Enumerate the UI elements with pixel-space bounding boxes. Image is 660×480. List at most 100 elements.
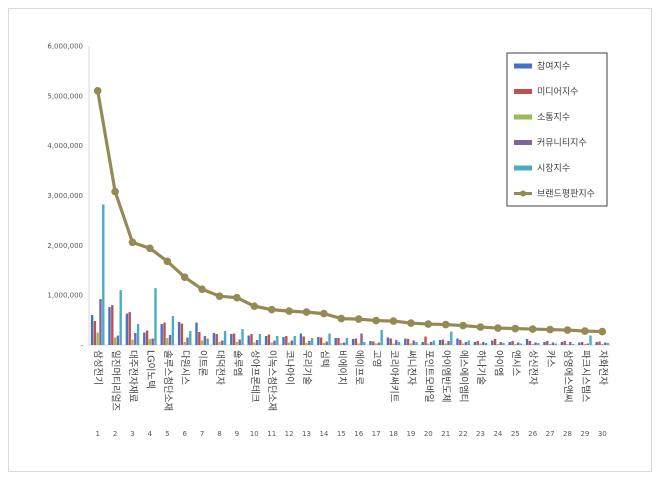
x-category-label: 코리아써키트 <box>388 350 399 403</box>
bar-참여지수 <box>160 324 163 345</box>
bar-시장지수 <box>276 336 279 345</box>
bar-참여지수 <box>543 342 546 345</box>
x-category-label: 에이프로 <box>353 350 364 385</box>
bar-커뮤니티지수 <box>308 341 311 345</box>
bar-참여지수 <box>404 338 407 345</box>
bar-미디어지수 <box>372 341 375 345</box>
x-category-label: 대덕전자 <box>214 350 225 385</box>
bar-미디어지수 <box>598 341 601 345</box>
bar-미디어지수 <box>163 322 166 345</box>
bar-소통지수 <box>409 343 413 345</box>
bar-커뮤니티지수 <box>99 299 102 345</box>
bar-미디어지수 <box>354 338 358 345</box>
x-category-label: 솔루엠 <box>231 350 243 376</box>
bar-커뮤니티지수 <box>325 341 328 345</box>
bar-미디어지수 <box>337 338 340 345</box>
x-axis-category-labels: 삼성전기 일진머티리얼즈 대주전자재료 LG이노텍 솔루스첨단소재 다원시스 이트론 대덕전자… <box>92 350 608 411</box>
x-category-label: 써니전자 <box>405 350 416 385</box>
bar-미디어지수 <box>389 338 392 345</box>
bar-커뮤니티지수 <box>534 342 537 345</box>
line-point <box>285 307 293 315</box>
x-category-label: 이트론 <box>197 350 208 376</box>
bar-참여지수 <box>317 337 320 345</box>
bar-시장지수 <box>102 204 105 345</box>
bar-미디어지수 <box>232 333 236 345</box>
bar-미디어지수 <box>441 339 445 345</box>
bar-시장지수 <box>328 333 331 345</box>
bar-참여지수 <box>386 337 390 345</box>
y-tick-label: 1,000,000 <box>47 292 83 300</box>
bar-참여지수 <box>299 333 303 345</box>
line-point <box>459 321 467 330</box>
y-tick-label: 6,000,000 <box>47 43 83 51</box>
x-rank-label: 30 <box>598 430 607 438</box>
bar-커뮤니티지수 <box>203 336 207 345</box>
x-rank-label: 29 <box>580 430 589 438</box>
x-category-label: 코나아이 <box>284 350 295 385</box>
x-rank-label: 28 <box>563 430 572 438</box>
bar-커뮤니티지수 <box>186 337 189 345</box>
bar-커뮤니티지수 <box>447 341 450 345</box>
x-category-label: 아이엠반도체 <box>440 350 452 402</box>
bar-소통지수 <box>444 343 447 345</box>
bar-커뮤니티지수 <box>551 342 555 345</box>
bar-시장지수 <box>571 344 575 345</box>
x-category-label: 자화전자 <box>597 350 608 385</box>
bar-소통지수 <box>200 340 204 345</box>
bar-시장지수 <box>345 338 349 345</box>
bar-소통지수 <box>583 344 587 345</box>
line-point <box>424 320 433 328</box>
bar-소통지수 <box>253 342 256 345</box>
bar-참여지수 <box>195 322 198 345</box>
bar-참여지수 <box>525 339 529 345</box>
legend-swatch <box>514 63 532 69</box>
bar-시장지수 <box>432 340 436 345</box>
bar-소통지수 <box>479 343 482 345</box>
line-point <box>372 316 380 325</box>
x-category-label: 상아프론테크 <box>249 350 260 403</box>
x-category-label: 아이엠 <box>492 350 504 376</box>
bar-미디어지수 <box>319 337 323 345</box>
bar-커뮤니티지수 <box>464 342 468 345</box>
bar-커뮤니티지수 <box>429 342 433 345</box>
bar-미디어지수 <box>459 340 462 345</box>
line-point <box>250 302 259 310</box>
x-rank-label: 6 <box>182 430 187 438</box>
bar-커뮤니티지수 <box>499 342 502 345</box>
bar-소통지수 <box>548 344 552 345</box>
bar-참여지수 <box>282 337 285 345</box>
bar-시장지수 <box>606 343 610 345</box>
bar-참여지수 <box>143 332 146 345</box>
bar-소통지수 <box>218 342 221 345</box>
bar-시장지수 <box>258 334 262 345</box>
bar-커뮤니티지수 <box>238 339 241 345</box>
legend-label: 소통지수 <box>537 112 570 123</box>
bar-시장지수 <box>154 288 157 345</box>
bar-시장지수 <box>293 336 296 345</box>
bar-미디어지수 <box>302 336 305 345</box>
bar-소통지수 <box>235 342 239 345</box>
line-point <box>546 325 554 334</box>
legend-swatch <box>514 140 532 145</box>
bar-소통지수 <box>601 344 604 345</box>
bar-커뮤니티지수 <box>151 338 154 345</box>
bar-미디어지수 <box>180 323 184 345</box>
x-rank-label: 20 <box>424 430 433 438</box>
bar-series-group <box>90 204 610 345</box>
x-category-label: 솔루스첨단소재 <box>162 350 173 411</box>
bar-참여지수 <box>560 342 564 345</box>
bar-소통지수 <box>392 343 395 345</box>
line-point <box>581 327 589 335</box>
bar-시장지수 <box>397 342 401 345</box>
x-rank-label: 22 <box>459 430 468 438</box>
legend-swatch <box>514 165 532 171</box>
bar-참여지수 <box>334 338 337 345</box>
bar-소통지수 <box>496 344 500 345</box>
x-category-label: 다원시스 <box>179 350 190 385</box>
y-tick-label: - <box>80 342 83 350</box>
bar-시장지수 <box>484 343 488 345</box>
bar-참여지수 <box>438 340 442 345</box>
bar-미디어지수 <box>476 341 479 345</box>
bar-시장지수 <box>502 343 505 345</box>
line-point <box>180 273 189 282</box>
